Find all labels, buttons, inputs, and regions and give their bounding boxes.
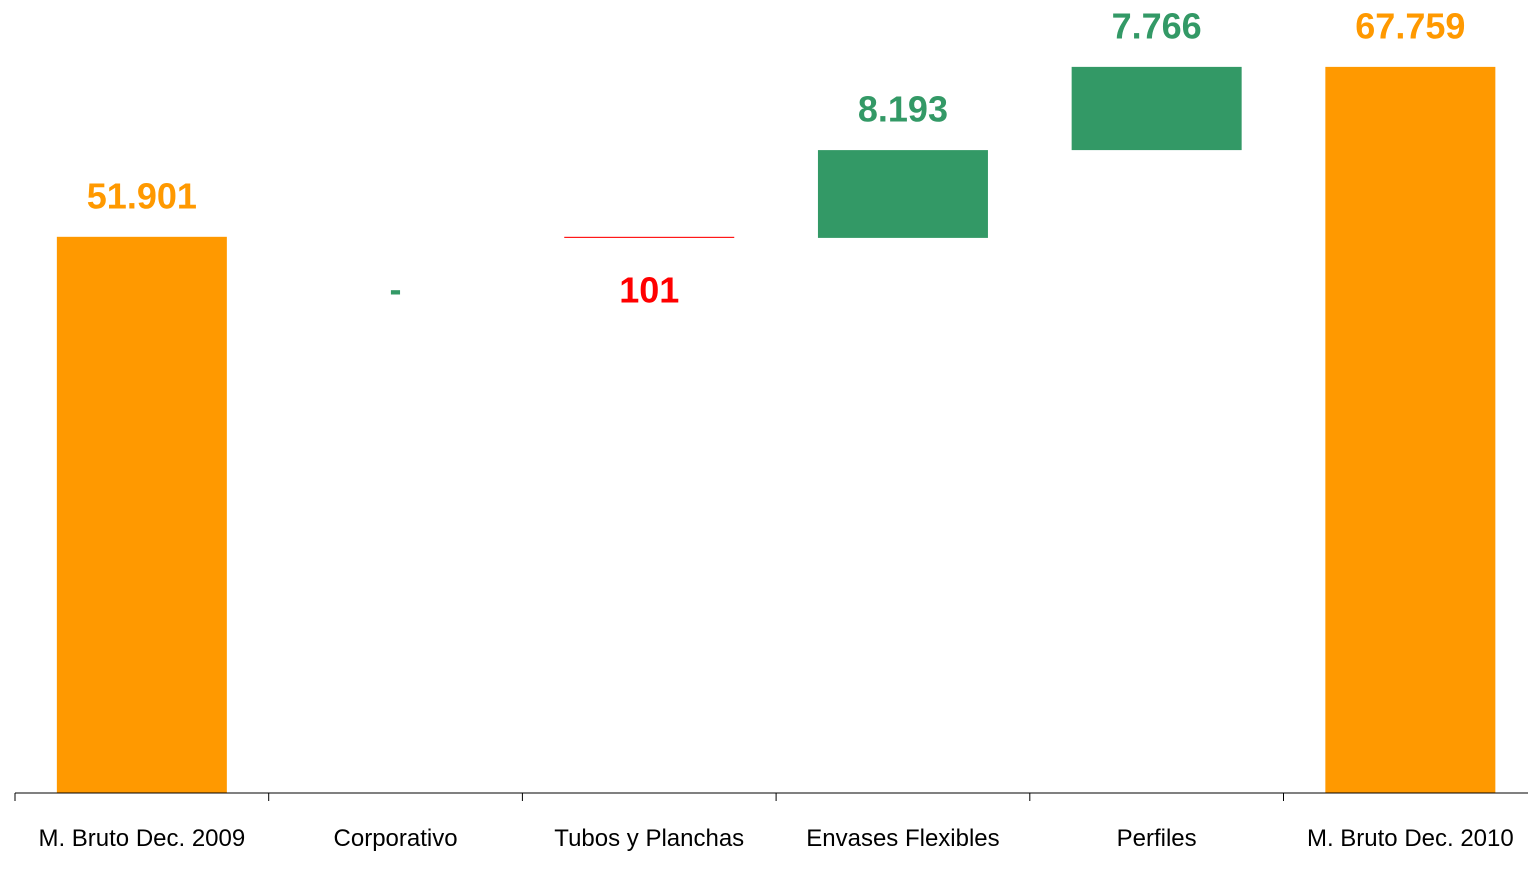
bar — [564, 236, 735, 238]
value-label: 101 — [619, 269, 679, 310]
x-tick-label: Corporativo — [334, 825, 458, 852]
x-tick-label: M. Bruto Dec. 2010 — [1307, 825, 1514, 852]
value-label: 8.193 — [858, 89, 948, 130]
x-tick-label: Tubos y Planchas — [554, 825, 744, 852]
bar — [817, 150, 988, 238]
x-tick-label: Perfiles — [1117, 825, 1197, 852]
x-tick-label: Envases Flexibles — [806, 825, 999, 852]
x-tick-label: M. Bruto Dec. 2009 — [38, 825, 245, 852]
bar — [1071, 66, 1242, 151]
bar — [1325, 66, 1496, 794]
value-label: - — [390, 268, 402, 309]
value-label: 51.901 — [87, 175, 197, 216]
bar — [56, 236, 227, 794]
value-label: 67.759 — [1355, 5, 1465, 46]
value-label: 7.766 — [1112, 5, 1202, 46]
